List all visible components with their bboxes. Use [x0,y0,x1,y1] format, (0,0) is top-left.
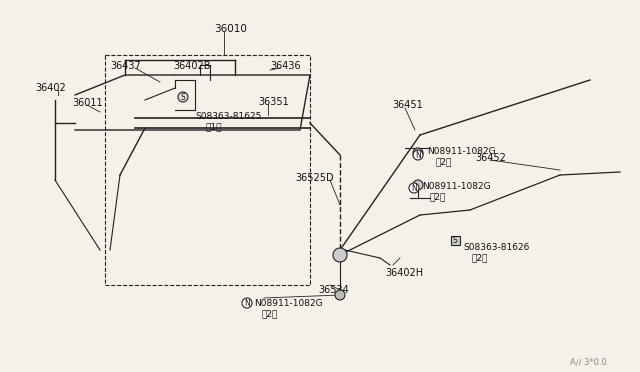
Bar [451,235,460,244]
Circle shape [335,290,345,300]
Text: N: N [411,183,417,192]
Circle shape [178,92,188,102]
Text: （2）: （2） [430,192,446,201]
Text: （1）: （1） [205,122,221,131]
Text: 36402H: 36402H [385,268,423,278]
Text: N08911-1082G: N08911-1082G [427,147,495,156]
Circle shape [333,248,347,262]
Circle shape [409,183,419,193]
Text: 36011: 36011 [72,98,102,108]
Text: （2）: （2） [435,157,451,166]
Text: N: N [244,298,250,308]
Text: 36402B: 36402B [173,61,211,71]
Text: 36452: 36452 [475,153,506,163]
Text: N08911-1082G: N08911-1082G [422,182,491,191]
Text: N: N [415,151,421,160]
Text: 36436: 36436 [270,61,301,71]
Text: S: S [180,93,186,102]
Text: 36534: 36534 [318,285,349,295]
Text: 36451: 36451 [392,100,423,110]
Text: （2）: （2） [472,253,488,262]
Circle shape [413,148,423,158]
Text: （2）: （2） [262,309,278,318]
Text: N08911-1082G: N08911-1082G [254,299,323,308]
Text: 36010: 36010 [214,24,247,34]
Text: 36351: 36351 [258,97,289,107]
Text: S: S [452,235,458,244]
Text: 36402: 36402 [35,83,66,93]
Text: 36437: 36437 [110,61,141,71]
Circle shape [242,298,252,308]
Text: A∕∕ 3*0.0: A∕∕ 3*0.0 [570,357,607,366]
Circle shape [413,150,423,160]
Text: 36525D: 36525D [295,173,333,183]
Text: S08363-81625: S08363-81625 [195,112,261,121]
Text: S08363-81626: S08363-81626 [463,243,529,252]
Circle shape [413,180,423,190]
Bar [105,55,310,285]
